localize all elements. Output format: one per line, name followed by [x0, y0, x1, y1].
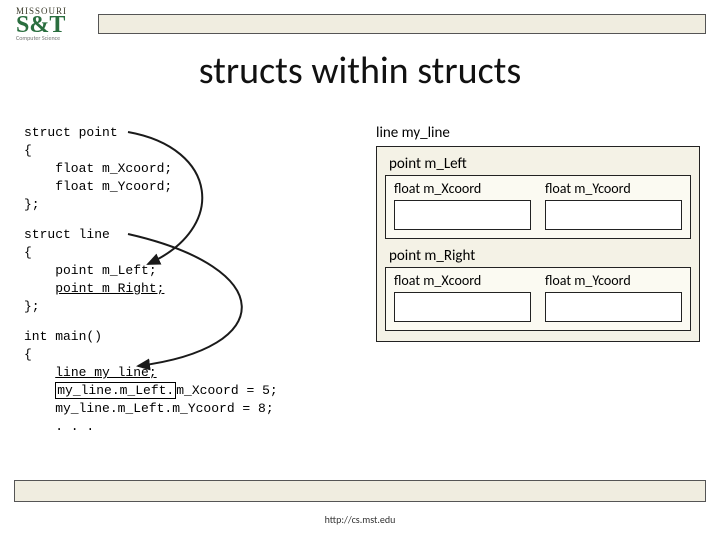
label-right-x: float m_Xcoord — [394, 272, 531, 289]
logo: MISSOURI S&T Computer Science — [16, 6, 90, 50]
logo-sub: Computer Science — [16, 34, 90, 42]
slide-title: structs within structs — [0, 48, 720, 94]
box-right-y — [545, 292, 682, 322]
code-main-mid — [24, 383, 55, 398]
logo-main: S&T — [16, 16, 90, 34]
footer-url: http://cs.mst.edu — [0, 513, 720, 526]
box-left-x — [394, 200, 531, 230]
label-point-right: point m_Right — [389, 247, 691, 265]
label-left-x: float m_Xcoord — [394, 180, 531, 197]
label-left-y: float m_Ycoord — [545, 180, 682, 197]
box-left-y — [545, 200, 682, 230]
code-main-boxed: my_line.m_Left. — [55, 382, 176, 399]
header-bar — [98, 14, 706, 34]
box-m-right: float m_Xcoord float m_Ycoord — [385, 267, 691, 331]
footer-bar — [14, 480, 706, 502]
box-m-left: float m_Xcoord float m_Ycoord — [385, 175, 691, 239]
code-main: int main() { line my_line; my_line.m_Lef… — [24, 328, 278, 436]
diagram: line my_line point m_Left float m_Xcoord… — [376, 124, 700, 342]
code-line-under: point m_Right; — [55, 281, 164, 296]
box-right-x — [394, 292, 531, 322]
label-right-y: float m_Ycoord — [545, 272, 682, 289]
label-line-myline: line my_line — [376, 124, 700, 142]
code-struct-line: struct line { point m_Left; point m_Righ… — [24, 226, 164, 316]
label-point-left: point m_Left — [389, 155, 691, 173]
code-struct-point: struct point { float m_Xcoord; float m_Y… — [24, 124, 172, 214]
code-main-under: line my_line; — [55, 365, 156, 380]
box-my-line: point m_Left float m_Xcoord float m_Ycoo… — [376, 146, 700, 342]
code-line-end: }; — [24, 299, 40, 314]
